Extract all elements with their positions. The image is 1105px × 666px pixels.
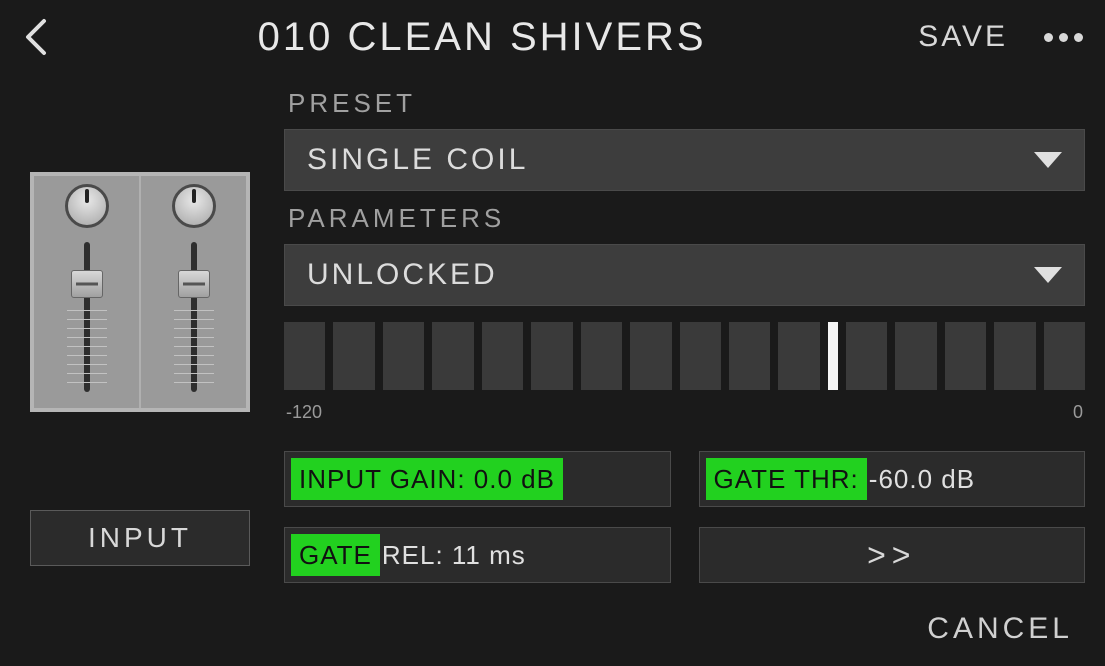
dot-icon <box>1044 33 1053 42</box>
gate-rel-cell[interactable]: GATE REL: 11 ms <box>284 527 671 583</box>
header-bar: 010 CLEAN SHIVERS SAVE <box>14 8 1091 66</box>
meter-segment <box>729 322 770 390</box>
fader-ticks <box>67 302 107 388</box>
meter-segment <box>994 322 1035 390</box>
body: INPUT PRESET SINGLE COIL PARAMETERS UNLO… <box>14 86 1091 583</box>
chevron-down-icon <box>1034 267 1062 283</box>
back-icon <box>22 17 50 57</box>
fader-cap[interactable] <box>71 270 103 298</box>
scale-max: 0 <box>1073 402 1083 423</box>
meter-segment <box>895 322 936 390</box>
scale-min: -120 <box>286 402 322 423</box>
input-gain-hl: INPUT GAIN: 0.0 dB <box>291 458 563 500</box>
preset-dropdown[interactable]: SINGLE COIL <box>284 129 1085 191</box>
cancel-button[interactable]: CANCEL <box>927 612 1073 646</box>
pan-knob[interactable] <box>172 184 216 228</box>
meter-segment <box>432 322 473 390</box>
gate-thr-rest: -60.0 dB <box>867 464 975 495</box>
save-button[interactable]: SAVE <box>910 20 1016 54</box>
left-column: INPUT <box>20 86 260 583</box>
meter-segment <box>680 322 721 390</box>
fader-ticks <box>174 302 214 388</box>
parameters-label: PARAMETERS <box>284 203 1085 234</box>
level-meter <box>284 322 1085 390</box>
dot-icon <box>1059 33 1068 42</box>
meter-segment <box>284 322 325 390</box>
param-grid: INPUT GAIN: 0.0 dB GATE THR: -60.0 dB GA… <box>284 451 1085 583</box>
meter-indicator <box>828 322 838 390</box>
meter-segment <box>531 322 572 390</box>
preset-value: SINGLE COIL <box>307 143 528 177</box>
fader-track[interactable] <box>191 242 197 392</box>
app-window: 010 CLEAN SHIVERS SAVE <box>0 0 1105 666</box>
parameters-dropdown[interactable]: UNLOCKED <box>284 244 1085 306</box>
meter-segment <box>1044 322 1085 390</box>
meter-segment <box>581 322 622 390</box>
parameters-value: UNLOCKED <box>307 258 498 292</box>
channel-1[interactable] <box>34 176 139 408</box>
meter-segment <box>945 322 986 390</box>
fader-cap[interactable] <box>178 270 210 298</box>
input-button[interactable]: INPUT <box>30 510 250 566</box>
fader-track[interactable] <box>84 242 90 392</box>
channel-faders[interactable] <box>30 172 250 412</box>
next-button[interactable]: >> <box>699 527 1086 583</box>
dot-icon <box>1074 33 1083 42</box>
meter-scale: -120 0 <box>284 400 1085 423</box>
meter-segment <box>846 322 887 390</box>
gate-rel-hl: GATE <box>291 534 380 576</box>
meter-segment <box>482 322 523 390</box>
next-label: >> <box>867 537 916 574</box>
patch-title: 010 CLEAN SHIVERS <box>54 15 910 60</box>
input-gain-cell[interactable]: INPUT GAIN: 0.0 dB <box>284 451 671 507</box>
channel-2[interactable] <box>139 176 246 408</box>
chevron-down-icon <box>1034 152 1062 168</box>
meter-segment <box>778 322 819 390</box>
meter-segment <box>630 322 671 390</box>
right-column: PRESET SINGLE COIL PARAMETERS UNLOCKED -… <box>284 86 1085 583</box>
meter-segment <box>383 322 424 390</box>
back-button[interactable] <box>18 13 54 61</box>
gate-rel-rest: REL: 11 ms <box>380 540 526 571</box>
more-button[interactable] <box>1040 33 1087 42</box>
meter-segment <box>333 322 374 390</box>
preset-label: PRESET <box>284 88 1085 119</box>
gate-thr-cell[interactable]: GATE THR: -60.0 dB <box>699 451 1086 507</box>
gate-thr-hl: GATE THR: <box>706 458 867 500</box>
pan-knob[interactable] <box>65 184 109 228</box>
